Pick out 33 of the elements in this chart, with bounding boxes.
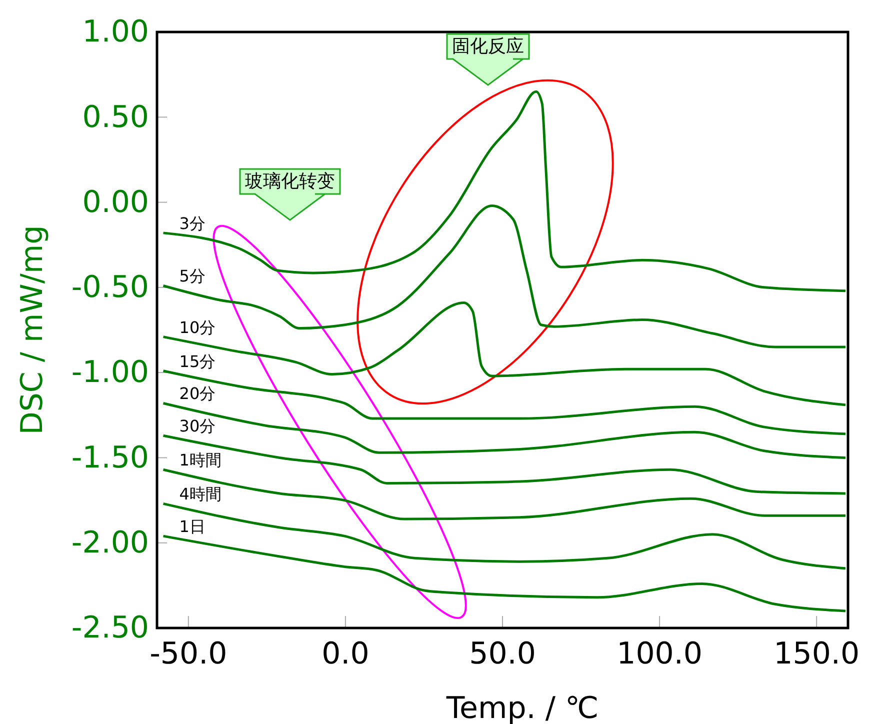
y-tick-label: 0.00 bbox=[82, 184, 149, 220]
y-axis-title: DSC / mW/mg bbox=[15, 225, 50, 435]
line-series bbox=[162, 204, 847, 348]
series-label: 5分 bbox=[179, 266, 206, 286]
y-tick-label: -0.50 bbox=[71, 270, 149, 306]
x-tick-label: 100.0 bbox=[616, 636, 702, 672]
y-tick-label: -2.50 bbox=[71, 610, 149, 646]
x-tick-label: -50.0 bbox=[150, 636, 228, 672]
y-tick-label: -1.00 bbox=[71, 355, 149, 390]
series-label: 30分 bbox=[179, 416, 216, 436]
series-label: 4時間 bbox=[179, 484, 222, 504]
annotation: 玻璃化转变 bbox=[245, 171, 335, 192]
line-series bbox=[162, 302, 847, 406]
x-axis-title: Temp. / ℃ bbox=[445, 691, 599, 724]
line-series bbox=[162, 90, 847, 292]
series-label: 1日 bbox=[179, 517, 206, 536]
annotation: 固化反应 bbox=[452, 36, 524, 57]
series-label: 20分 bbox=[179, 384, 216, 404]
y-tick-label: 1.00 bbox=[82, 14, 149, 50]
series-label: 15分 bbox=[179, 352, 216, 371]
x-tick-label: 50.0 bbox=[469, 636, 536, 672]
x-tick-label: 150.0 bbox=[774, 636, 860, 672]
series-label: 10分 bbox=[179, 318, 216, 337]
line-series bbox=[162, 370, 847, 436]
line-series bbox=[162, 534, 847, 612]
line-series bbox=[162, 468, 847, 520]
y-tick-label: -2.00 bbox=[71, 525, 149, 560]
line-series bbox=[162, 502, 847, 570]
x-tick-label: 0.0 bbox=[322, 636, 370, 672]
series-label: 3分 bbox=[179, 214, 206, 233]
series-label: 1時間 bbox=[179, 450, 222, 470]
y-tick-label: 0.50 bbox=[82, 100, 149, 135]
y-tick-label: -1.50 bbox=[71, 440, 149, 476]
